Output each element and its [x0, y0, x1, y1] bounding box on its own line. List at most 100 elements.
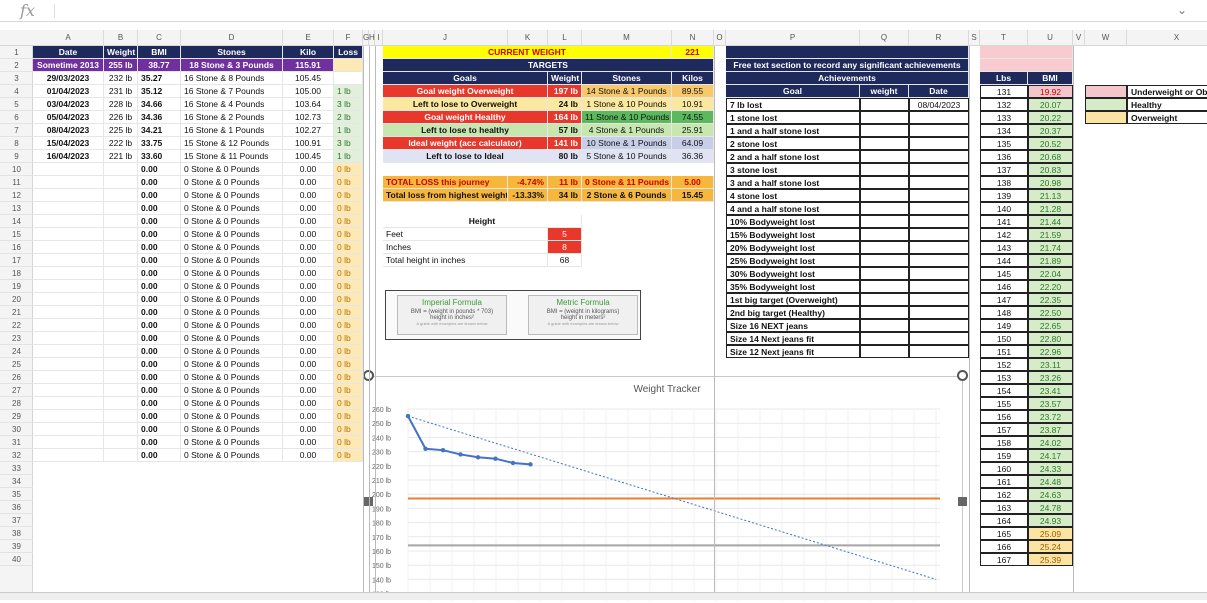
log-cell[interactable]: 0 lb	[334, 397, 363, 410]
metric-formula-box[interactable]: Metric Formula BMI = (weight in kilograms…	[528, 295, 638, 335]
imperial-formula-box[interactable]: Imperial Formula BMI = (weight in pounds …	[397, 295, 507, 335]
log-cell[interactable]: 0.00	[138, 163, 181, 176]
bmi-value[interactable]: 24.78	[1028, 501, 1073, 514]
column-header-v[interactable]: V	[1073, 30, 1085, 46]
log-cell[interactable]: 0.00	[138, 436, 181, 449]
log-cell[interactable]: 0 Stone & 0 Pounds	[181, 163, 283, 176]
achievement-cell[interactable]	[909, 254, 969, 267]
log-cell[interactable]: 0.00	[283, 319, 334, 332]
row-header-7[interactable]: 7	[0, 124, 33, 137]
row-header-38[interactable]: 38	[0, 527, 33, 540]
row-header-4[interactable]: 4	[0, 85, 33, 98]
log-cell[interactable]: 0 Stone & 0 Pounds	[181, 384, 283, 397]
log-cell[interactable]	[33, 228, 104, 241]
total-pct[interactable]: -13.33%	[508, 189, 548, 202]
log-cell[interactable]	[104, 254, 138, 267]
achievement-cell[interactable]: Size 12 Next jeans fit	[726, 345, 860, 358]
achievement-cell[interactable]	[860, 267, 909, 280]
log-cell[interactable]: 225 lb	[104, 124, 138, 137]
column-header-j[interactable]: J	[383, 30, 508, 46]
row-header-14[interactable]: 14	[0, 215, 33, 228]
legend-label[interactable]: Overweight	[1127, 111, 1207, 124]
column-header-u[interactable]: U	[1028, 30, 1073, 46]
log-header-stones[interactable]: Stones	[181, 46, 283, 59]
log-cell[interactable]: 0 lb	[334, 241, 363, 254]
bmi-value[interactable]: 22.35	[1028, 293, 1073, 306]
achievement-cell[interactable]	[860, 319, 909, 332]
log-cell[interactable]: 0 Stone & 0 Pounds	[181, 241, 283, 254]
achievement-cell[interactable]: 1 stone lost	[726, 111, 860, 124]
log-cell[interactable]: 0 Stone & 0 Pounds	[181, 332, 283, 345]
achievement-cell[interactable]: 35% Bodyweight lost	[726, 280, 860, 293]
log-cell[interactable]	[33, 410, 104, 423]
column-header-d[interactable]: D	[181, 30, 283, 46]
log-cell[interactable]: 0 Stone & 0 Pounds	[181, 371, 283, 384]
achievement-cell[interactable]: 08/04/2023	[909, 98, 969, 111]
log-cell[interactable]	[104, 449, 138, 462]
chevron-down-icon[interactable]: ⌄	[1176, 3, 1187, 17]
log-cell[interactable]: 33.75	[138, 137, 181, 150]
targets-label[interactable]: TARGETS	[383, 59, 714, 72]
log-cell[interactable]	[33, 345, 104, 358]
goal-weight[interactable]: 80 lb	[548, 150, 582, 163]
achievement-cell[interactable]	[909, 293, 969, 306]
achievement-cell[interactable]	[909, 150, 969, 163]
achievement-cell[interactable]: 30% Bodyweight lost	[726, 267, 860, 280]
height-value[interactable]: 8	[548, 241, 582, 254]
log-cell[interactable]: 16 Stone & 1 Pounds	[181, 124, 283, 137]
goal-label[interactable]: Goal weight Overweight	[383, 85, 548, 98]
log-cell[interactable]	[334, 72, 363, 85]
goal-stones[interactable]: 5 Stone & 10 Pounds	[582, 150, 672, 163]
bmi-lbs[interactable]: 160	[980, 462, 1028, 475]
achievements-title[interactable]: Achievements	[726, 72, 969, 85]
achievement-cell[interactable]	[860, 241, 909, 254]
bmi-lbs[interactable]: 139	[980, 189, 1028, 202]
log-cell[interactable]: 102.27	[283, 124, 334, 137]
column-header-e[interactable]: E	[283, 30, 334, 46]
bmi-lbs[interactable]: 163	[980, 501, 1028, 514]
column-header-p[interactable]: P	[726, 30, 860, 46]
log-cell[interactable]: 105.00	[283, 85, 334, 98]
log-cell[interactable]: 0.00	[138, 371, 181, 384]
bmi-lbs[interactable]: 140	[980, 202, 1028, 215]
bmi-value[interactable]: 23.41	[1028, 384, 1073, 397]
log-cell[interactable]: 0.00	[283, 228, 334, 241]
achievement-cell[interactable]: 1st big target (Overweight)	[726, 293, 860, 306]
column-header-g[interactable]: G	[363, 30, 369, 46]
achievement-cell[interactable]	[909, 345, 969, 358]
log-cell[interactable]	[334, 59, 363, 72]
log-cell[interactable]	[33, 423, 104, 436]
row-header-40[interactable]: 40	[0, 553, 33, 566]
achievement-cell[interactable]	[860, 228, 909, 241]
log-cell[interactable]	[33, 358, 104, 371]
height-label[interactable]: Total height in inches	[383, 254, 548, 267]
achievement-cell[interactable]	[909, 267, 969, 280]
goal-label[interactable]: Goal weight Healthy	[383, 111, 548, 124]
bmi-lbs[interactable]: 156	[980, 410, 1028, 423]
log-cell[interactable]	[33, 319, 104, 332]
bmi-lbs[interactable]: 149	[980, 319, 1028, 332]
row-header-9[interactable]: 9	[0, 150, 33, 163]
log-cell[interactable]: 0 Stone & 0 Pounds	[181, 423, 283, 436]
row-header-6[interactable]: 6	[0, 111, 33, 124]
column-header-s[interactable]: S	[969, 30, 980, 46]
row-header-30[interactable]: 30	[0, 423, 33, 436]
log-cell[interactable]	[104, 319, 138, 332]
row-header-37[interactable]: 37	[0, 514, 33, 527]
achievement-cell[interactable]	[909, 163, 969, 176]
achievement-cell[interactable]	[909, 124, 969, 137]
goals-header[interactable]: Goals	[383, 72, 548, 85]
total-kilos[interactable]: 5.00	[672, 176, 714, 189]
total-kilos[interactable]: 15.45	[672, 189, 714, 202]
goals-header[interactable]: Stones	[582, 72, 672, 85]
height-label[interactable]: Inches	[383, 241, 548, 254]
row-header-16[interactable]: 16	[0, 241, 33, 254]
log-cell[interactable]: 0.00	[283, 176, 334, 189]
bmi-lbs[interactable]: 159	[980, 449, 1028, 462]
bmi-value[interactable]: 24.93	[1028, 514, 1073, 527]
achievement-cell[interactable]	[860, 306, 909, 319]
log-cell[interactable]: 0 lb	[334, 345, 363, 358]
bmi-top-2[interactable]	[980, 59, 1073, 72]
log-cell[interactable]: 0 Stone & 0 Pounds	[181, 202, 283, 215]
log-cell[interactable]: 15 Stone & 11 Pounds	[181, 150, 283, 163]
